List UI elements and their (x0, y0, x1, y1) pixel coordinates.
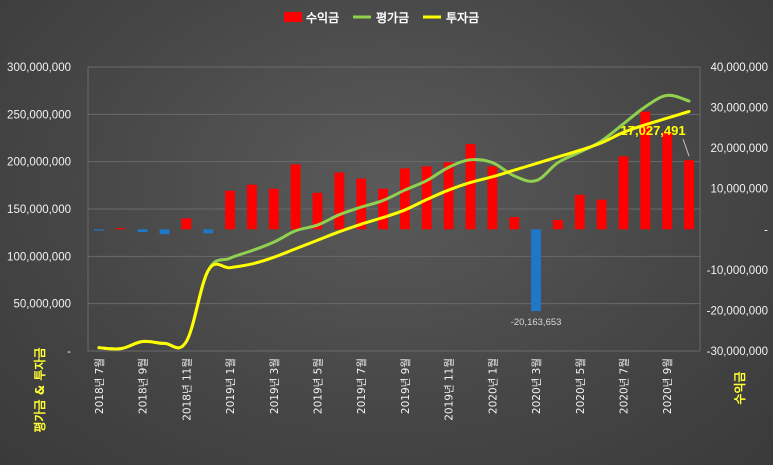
legend-swatch-profit (284, 12, 302, 22)
annotations: 17,027,491 -20,163,653 (511, 123, 690, 328)
left-axis-title: 평가금 & 투자금 (32, 347, 47, 432)
x-tick-label: 2020년 7월 (619, 358, 631, 414)
left-tick-label: 300,000,000 (7, 62, 71, 74)
x-tick-label: 2019년 11월 (444, 358, 456, 421)
x-tick-label: 2018년 7월 (94, 358, 106, 414)
x-tick-label: 2020년 1월 (487, 358, 499, 414)
right-tick-label: - (764, 224, 768, 236)
left-axis-ticks: - 50,000,000 100,000,000 150,000,000 200,000… (7, 62, 71, 358)
profit-bar (618, 156, 629, 230)
left-tick-label: 100,000,000 (7, 251, 71, 263)
profit-bar (247, 184, 257, 230)
right-tick-label: 30,000,000 (710, 103, 768, 115)
right-tick-label: -30,000,000 (707, 346, 768, 358)
profit-bar (400, 168, 410, 230)
investment-line (97, 109, 691, 351)
x-tick-label: 2020년 9월 (662, 358, 674, 414)
profit-bars (94, 111, 694, 312)
x-tick-label: 2018년 9월 (138, 358, 150, 414)
legend-label-valuation: 평가금 (376, 10, 409, 25)
profit-bar (225, 190, 235, 230)
profit-bar (203, 229, 214, 234)
profit-bar (465, 144, 476, 230)
profit-bar (378, 188, 388, 230)
annotation-label-last: 17,027,491 (621, 123, 686, 138)
right-tick-label: 40,000,000 (710, 62, 768, 74)
profit-bar (312, 192, 323, 230)
series-lines (97, 93, 691, 351)
legend[interactable]: 수익금 평가금 투자금 (284, 10, 479, 25)
profit-bar (268, 188, 279, 230)
profit-bar (574, 194, 585, 230)
profit-bar (356, 178, 367, 230)
right-tick-label: -10,000,000 (707, 265, 768, 277)
x-axis-ticks: 2018년 7월 2018년 9월 2018년 11월 2019년 1월 2019년 3… (94, 358, 674, 421)
x-tick-label: 2019년 1월 (225, 358, 237, 414)
right-axis-ticks: -30,000,000-20,000,000-10,000,000-10,000… (707, 62, 769, 358)
legend-label-investment: 투자금 (446, 10, 479, 25)
profit-bar (94, 229, 104, 231)
right-axis-title: 수익금 (733, 371, 747, 404)
right-tick-label: 10,000,000 (710, 184, 768, 196)
profit-bar (159, 229, 170, 235)
left-tick-label: - (67, 346, 71, 358)
x-tick-label: 2018년 11월 (181, 358, 193, 421)
x-tick-label: 2020년 5월 (575, 358, 587, 414)
profit-bar (640, 111, 651, 230)
profit-bar (115, 228, 126, 230)
left-tick-label: 250,000,000 (7, 109, 71, 121)
left-tick-label: 150,000,000 (7, 204, 71, 216)
profit-bar (553, 219, 563, 230)
profit-bar (334, 172, 345, 230)
left-tick-label: 200,000,000 (7, 157, 71, 169)
x-tick-label: 2019년 9월 (400, 358, 412, 414)
profit-bar (421, 166, 432, 230)
right-tick-label: 20,000,000 (710, 143, 768, 155)
gridlines (87, 66, 701, 352)
profit-bar (662, 131, 673, 230)
profit-bar (509, 217, 520, 230)
legend-label-profit: 수익금 (306, 11, 339, 25)
left-tick-label: 50,000,000 (13, 299, 71, 311)
annotation-label-min: -20,163,653 (511, 317, 562, 328)
x-tick-label: 2019년 7월 (356, 358, 368, 414)
profit-bar (684, 160, 694, 230)
annotation-leader (682, 139, 690, 157)
x-tick-label: 2019년 5월 (313, 358, 325, 414)
x-tick-label: 2019년 3월 (269, 358, 281, 414)
right-tick-label: -20,000,000 (707, 305, 768, 317)
profit-bar (443, 162, 454, 230)
profit-bar (531, 229, 541, 312)
x-tick-label: 2020년 3월 (531, 358, 543, 414)
profit-bar (487, 166, 498, 230)
profit-bar (290, 164, 301, 230)
profit-bar (596, 199, 607, 230)
profit-bar (137, 229, 148, 233)
profit-bar (181, 218, 192, 230)
